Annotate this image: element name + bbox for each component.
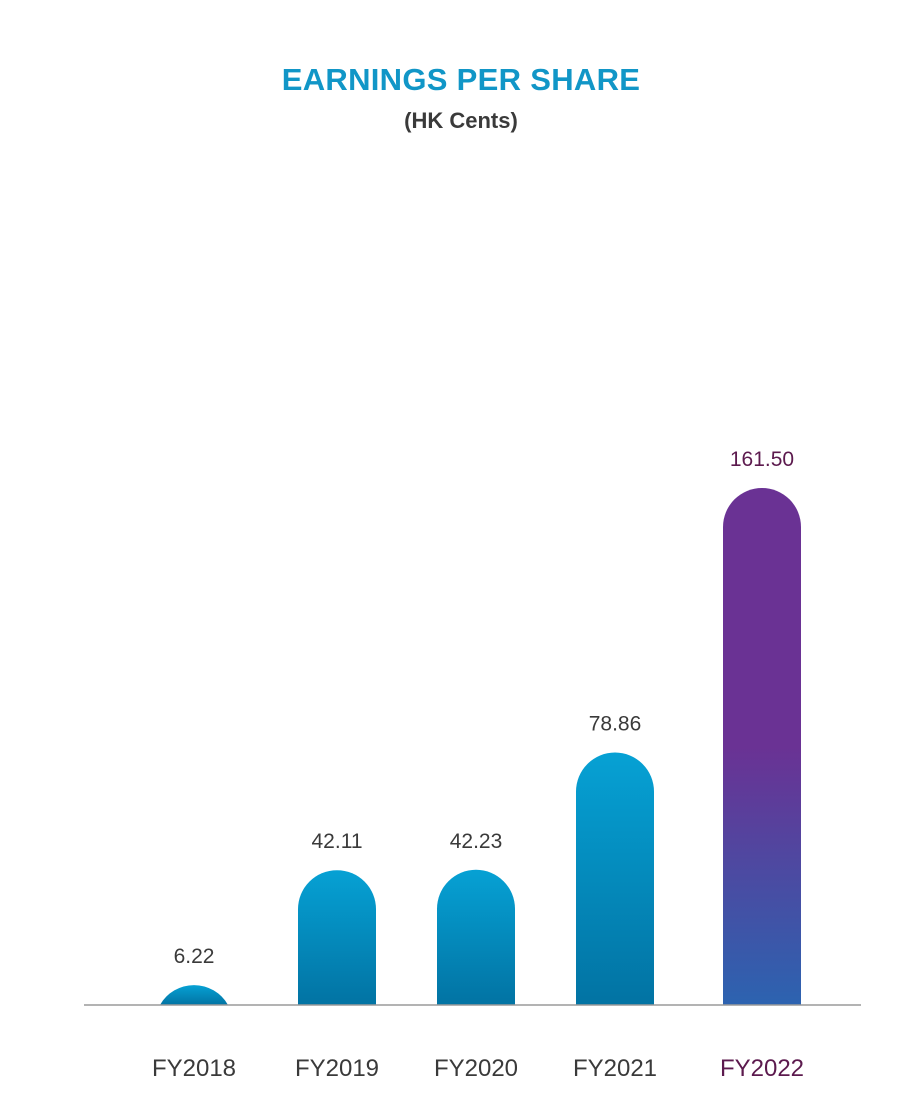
value-label-fy2022: 161.50	[730, 448, 794, 471]
value-label-fy2018: 6.22	[174, 945, 215, 968]
tick-label-fy2019: FY2019	[295, 1055, 379, 1082]
labels-layer: 6.22 FY2018 42.11 FY2019 42.23 FY2020 78.86 FY2…	[152, 448, 804, 1082]
bar-fy2020	[437, 869, 515, 1005]
bar-fy2019	[298, 870, 376, 1005]
value-label-fy2019: 42.11	[312, 830, 363, 853]
value-label-fy2020: 42.23	[450, 830, 503, 853]
tick-label-fy2021: FY2021	[573, 1055, 657, 1082]
bars-layer	[159, 488, 801, 1005]
bar-fy2021	[576, 752, 654, 1005]
bar-fy2018	[159, 985, 229, 1005]
bar-fy2022	[723, 488, 801, 1005]
tick-label-fy2020: FY2020	[434, 1055, 518, 1082]
chart-title: EARNINGS PER SHARE	[281, 62, 641, 97]
tick-label-fy2022: FY2022	[720, 1055, 804, 1082]
value-label-fy2021: 78.86	[589, 713, 642, 736]
tick-label-fy2018: FY2018	[152, 1055, 236, 1082]
chart-subtitle: (HK Cents)	[404, 108, 518, 133]
